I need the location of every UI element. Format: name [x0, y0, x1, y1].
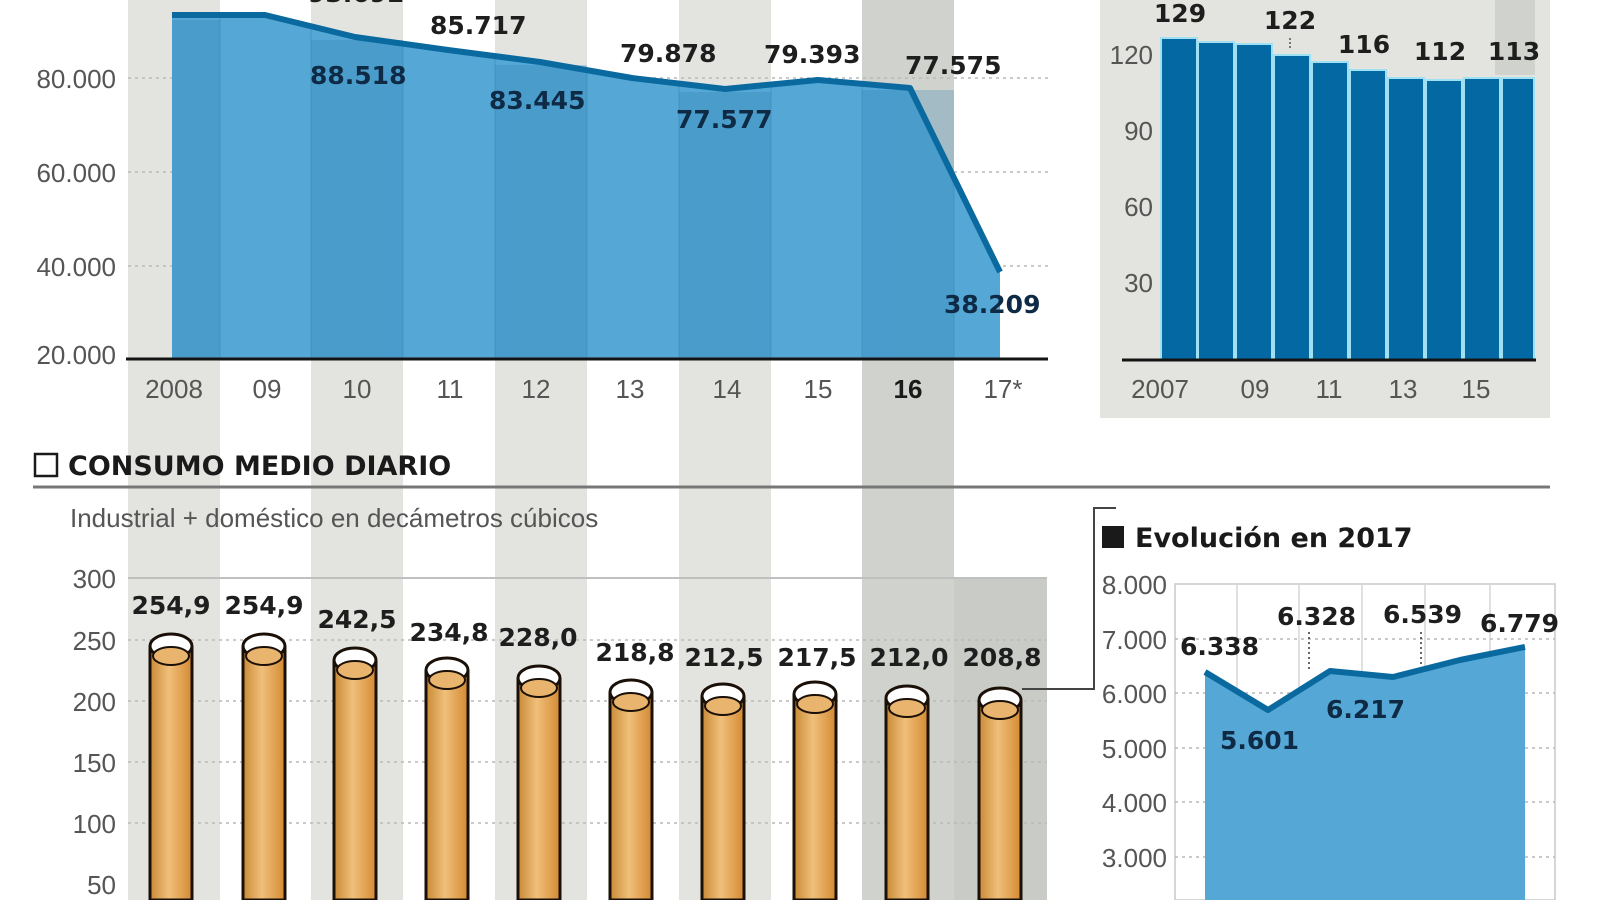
x-tick: 2008: [145, 374, 203, 404]
y-tick: 250: [73, 626, 116, 656]
cylinder: [241, 632, 287, 900]
y-tick: 8.000: [1102, 570, 1167, 600]
bar-chart-top-right: 120 90 60 30 2007 09 11 13 15 129 122 11…: [1100, 0, 1550, 418]
x-tick: 14: [713, 374, 742, 404]
value-label: 129: [1154, 0, 1206, 28]
y-tick: 150: [73, 748, 116, 778]
x-tick: 11: [1316, 374, 1343, 404]
cylinder: [977, 686, 1023, 900]
square-outline-icon: [33, 452, 59, 478]
value-label: 6.338: [1180, 632, 1259, 661]
y-tick: 50: [87, 870, 116, 900]
x-tick: 11: [437, 374, 464, 404]
value-label: 112: [1414, 37, 1466, 66]
section-header: CONSUMO MEDIO DIARIO Industrial + domést…: [33, 451, 1550, 533]
value-label: 218,8: [595, 638, 674, 667]
connector-line: [1022, 507, 1116, 690]
cylinder: [792, 680, 838, 900]
value-label: 116: [1338, 30, 1390, 59]
cylinder-chart: 300 250 200 150 100 50: [73, 507, 1116, 900]
x-tick-highlighted: 16: [894, 374, 923, 404]
y-tick: 60.000: [36, 158, 116, 188]
x-tick: 12: [522, 374, 551, 404]
y-tick: 300: [73, 564, 116, 594]
y-tick: 30: [1124, 268, 1153, 298]
cylinder: [424, 656, 470, 900]
y-tick: 60: [1124, 192, 1153, 222]
y-tick: 3.000: [1102, 843, 1167, 873]
x-tick: 2007: [1131, 374, 1189, 404]
x-tick: 17*: [983, 374, 1022, 404]
x-tick: 15: [1462, 374, 1491, 404]
y-tick: 90: [1124, 116, 1153, 146]
value-label: 5.601: [1220, 726, 1299, 755]
x-tick: 15: [804, 374, 833, 404]
value-label: 212,0: [869, 643, 948, 672]
area-chart-2017: Evolución en 2017 8.000 7.000 6.000 5.00…: [1102, 523, 1559, 900]
cylinder: [608, 678, 654, 900]
y-tick: 6.000: [1102, 679, 1167, 709]
y-tick: 20.000: [36, 340, 116, 370]
value-label: 228,0: [498, 623, 577, 652]
value-label: 234,8: [409, 618, 488, 647]
area-fill: [172, 15, 1000, 358]
trend-line: [1203, 644, 1526, 713]
value-label: 77.577: [676, 105, 772, 134]
y-tick: 4.000: [1102, 788, 1167, 818]
x-tick: 10: [343, 374, 372, 404]
y-tick: 100: [73, 809, 116, 839]
area-chart-top-left: 80.000 60.000 40.000 20.000 2008 09 10 1…: [36, 0, 1048, 404]
value-label: 242,5: [317, 605, 396, 634]
x-tick: 13: [616, 374, 645, 404]
value-label: 83.445: [489, 86, 585, 115]
chart-title: Evolución en 2017: [1135, 523, 1413, 554]
square-filled-icon: [1102, 526, 1124, 548]
cylinder: [148, 632, 194, 900]
value-label: 85.717: [430, 11, 526, 40]
value-label: 6.779: [1480, 609, 1559, 638]
value-label: 254,9: [224, 591, 303, 620]
trend-line: [172, 12, 1003, 274]
x-tick: 09: [253, 374, 282, 404]
y-tick: 7.000: [1102, 625, 1167, 655]
y-tick: 5.000: [1102, 734, 1167, 764]
value-label: 208,8: [962, 643, 1041, 672]
area-fill: [1205, 647, 1525, 900]
value-label: 79.393: [764, 40, 860, 69]
value-label: 254,9: [131, 591, 210, 620]
value-label: 6.539: [1383, 600, 1462, 629]
cylinder: [516, 664, 562, 900]
y-tick: 200: [73, 687, 116, 717]
value-label: 88.518: [310, 61, 406, 90]
value-label: 217,5: [777, 643, 856, 672]
x-tick: 09: [1241, 374, 1270, 404]
value-label: 6.217: [1326, 695, 1405, 724]
value-label: 6.328: [1277, 602, 1356, 631]
value-label: 38.209: [944, 290, 1040, 319]
y-tick: 80.000: [36, 64, 116, 94]
section-title: CONSUMO MEDIO DIARIO: [68, 451, 451, 482]
value-label: 122: [1264, 6, 1316, 35]
chart-subtitle: Industrial + doméstico en decámetros cúb…: [70, 503, 598, 533]
value-label: 79.878: [620, 39, 716, 68]
value-label: 212,5: [684, 643, 763, 672]
x-tick: 13: [1389, 374, 1418, 404]
value-label: 77.575: [905, 51, 1001, 80]
value-label: 113: [1488, 37, 1540, 66]
cylinder: [700, 682, 746, 900]
y-tick: 120: [1110, 40, 1153, 70]
cylinder: [332, 646, 378, 900]
cylinder: [884, 684, 930, 900]
y-tick: 40.000: [36, 252, 116, 282]
value-label: 93.692: [308, 0, 404, 8]
